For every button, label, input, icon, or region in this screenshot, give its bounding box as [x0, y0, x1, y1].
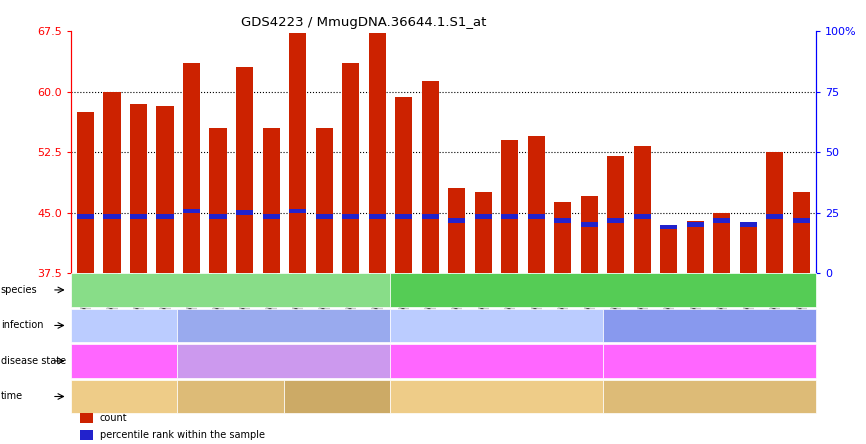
Text: time: time — [1, 392, 23, 401]
Bar — [71, 309, 178, 342]
Text: Sooty manabeys (C. atys): Sooty manabeys (C. atys) — [172, 285, 289, 294]
Bar — [448, 188, 465, 273]
Text: healthy control: healthy control — [462, 357, 531, 365]
Bar — [369, 214, 385, 219]
Bar — [792, 192, 810, 273]
Bar — [580, 222, 598, 227]
Bar — [157, 106, 174, 273]
Bar — [178, 344, 391, 378]
Bar — [183, 63, 200, 273]
Bar — [713, 218, 730, 223]
Text: GDS4223 / MmugDNA.36644.1.S1_at: GDS4223 / MmugDNA.36644.1.S1_at — [241, 16, 487, 28]
Bar — [80, 430, 93, 440]
Bar — [580, 196, 598, 273]
Bar — [103, 214, 120, 219]
Text: healthy control: healthy control — [90, 357, 158, 365]
Bar — [315, 214, 333, 219]
Bar — [660, 225, 677, 229]
Bar — [315, 128, 333, 273]
Bar — [448, 218, 465, 223]
Text: percentile rank within the sample: percentile rank within the sample — [100, 430, 265, 440]
Bar — [634, 147, 650, 273]
Bar — [687, 221, 704, 273]
Bar — [71, 273, 391, 307]
Text: N/A: N/A — [116, 392, 132, 401]
Bar — [501, 214, 518, 219]
Text: 30 days after infection: 30 days after infection — [286, 392, 388, 401]
Bar — [603, 344, 816, 378]
Text: pathogenic SIV: pathogenic SIV — [675, 357, 744, 365]
Bar — [157, 214, 174, 219]
Bar — [554, 218, 572, 223]
Bar — [422, 214, 439, 219]
Bar — [391, 344, 603, 378]
Text: infection: infection — [1, 321, 43, 330]
Bar — [554, 202, 572, 273]
Bar — [607, 218, 624, 223]
Text: disease state: disease state — [1, 356, 66, 366]
Bar — [766, 152, 784, 273]
Text: SIVmac239: SIVmac239 — [684, 321, 735, 330]
Bar — [391, 273, 816, 307]
Bar — [792, 218, 810, 223]
Bar — [501, 140, 518, 273]
Bar — [603, 380, 816, 413]
Text: uninfected: uninfected — [100, 321, 149, 330]
Bar — [178, 309, 391, 342]
Bar — [342, 63, 359, 273]
Bar — [130, 214, 147, 219]
Text: Rhesus macaques (M. mulatta): Rhesus macaques (M. mulatta) — [533, 285, 674, 294]
Text: 14 days after infection: 14 days after infection — [179, 392, 282, 401]
Text: SIVsmm: SIVsmm — [266, 321, 302, 330]
Text: species: species — [1, 285, 37, 295]
Bar — [391, 309, 603, 342]
Text: 14 days after infection: 14 days after infection — [658, 392, 760, 401]
Bar — [183, 209, 200, 213]
Bar — [284, 380, 391, 413]
Bar — [77, 112, 94, 273]
Bar — [289, 209, 307, 213]
Bar — [80, 413, 93, 423]
Bar — [395, 97, 412, 273]
Bar — [391, 380, 603, 413]
Bar — [607, 156, 624, 273]
Bar — [634, 214, 650, 219]
Bar — [687, 222, 704, 227]
Bar — [262, 214, 280, 219]
Bar — [527, 136, 545, 273]
Bar — [236, 210, 253, 215]
Bar — [236, 67, 253, 273]
Bar — [660, 227, 677, 273]
Bar — [369, 33, 385, 273]
Bar — [289, 33, 307, 273]
Bar — [71, 344, 178, 378]
Text: N/A: N/A — [488, 392, 505, 401]
Bar — [713, 213, 730, 273]
Bar — [130, 104, 147, 273]
Bar — [475, 192, 492, 273]
Bar — [422, 81, 439, 273]
Text: uninfected: uninfected — [472, 321, 521, 330]
Bar — [766, 214, 784, 219]
Bar — [740, 225, 757, 273]
Bar — [262, 128, 280, 273]
Bar — [395, 214, 412, 219]
Text: nonpathogenic SIV: nonpathogenic SIV — [241, 357, 326, 365]
Bar — [527, 214, 545, 219]
Bar — [210, 214, 227, 219]
Bar — [210, 128, 227, 273]
Bar — [103, 91, 120, 273]
Bar — [71, 380, 178, 413]
Bar — [342, 214, 359, 219]
Text: count: count — [100, 413, 127, 423]
Bar — [475, 214, 492, 219]
Bar — [77, 214, 94, 219]
Bar — [740, 222, 757, 227]
Bar — [603, 309, 816, 342]
Bar — [178, 380, 284, 413]
